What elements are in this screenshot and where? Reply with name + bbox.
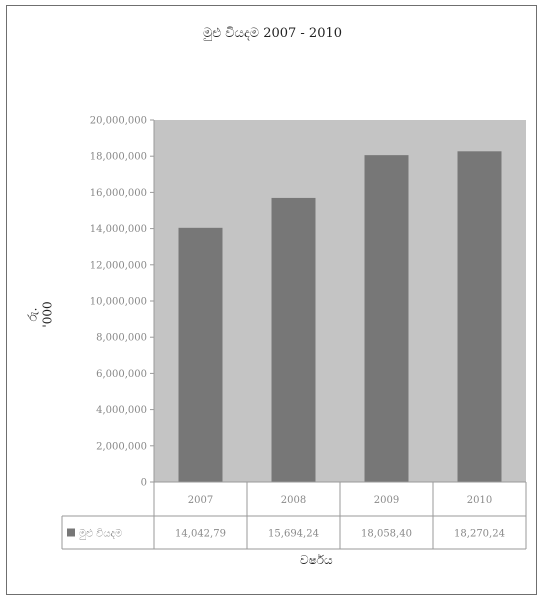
bar — [364, 155, 409, 483]
x-category-label: 2008 — [281, 495, 306, 506]
y-tick-label: 2,000,000 — [96, 441, 147, 452]
data-value-label: 14,042,79 — [175, 529, 226, 540]
y-tick-label: 12,000,000 — [90, 260, 147, 271]
x-category-label: 2010 — [467, 495, 492, 506]
x-axis-label: වර්ෂය — [300, 553, 333, 567]
y-tick-label: 8,000,000 — [96, 333, 147, 344]
data-value-label: 18,058,40 — [361, 529, 412, 540]
y-axis-label: රු. '000 — [25, 301, 55, 328]
y-tick-label: 20,000,000 — [90, 116, 147, 127]
y-tick-label: 0 — [141, 478, 147, 489]
legend-series-name: මුළු වියදම — [79, 529, 122, 540]
chart-title: මුළු වියදම 2007 - 2010 — [202, 26, 343, 41]
bar — [457, 151, 502, 482]
data-value-label: 15,694,24 — [268, 529, 319, 540]
y-tick-label: 14,000,000 — [90, 224, 147, 235]
y-tick-label: 10,000,000 — [90, 297, 147, 308]
y-tick-label: 16,000,000 — [90, 188, 147, 199]
bar — [271, 197, 316, 482]
data-value-label: 18,270,24 — [454, 529, 505, 540]
bar — [178, 227, 223, 482]
plot-area: 0 2,000,000 4,000,000 6,000,000 8,000,000 10,… — [61, 116, 527, 550]
y-tick-label: 18,000,000 — [90, 152, 147, 163]
x-category-label: 2009 — [374, 495, 399, 506]
y-tick-label: 4,000,000 — [96, 405, 147, 416]
legend-key — [67, 528, 75, 537]
x-category-label: 2007 — [188, 495, 213, 506]
y-tick-label: 6,000,000 — [96, 369, 147, 380]
